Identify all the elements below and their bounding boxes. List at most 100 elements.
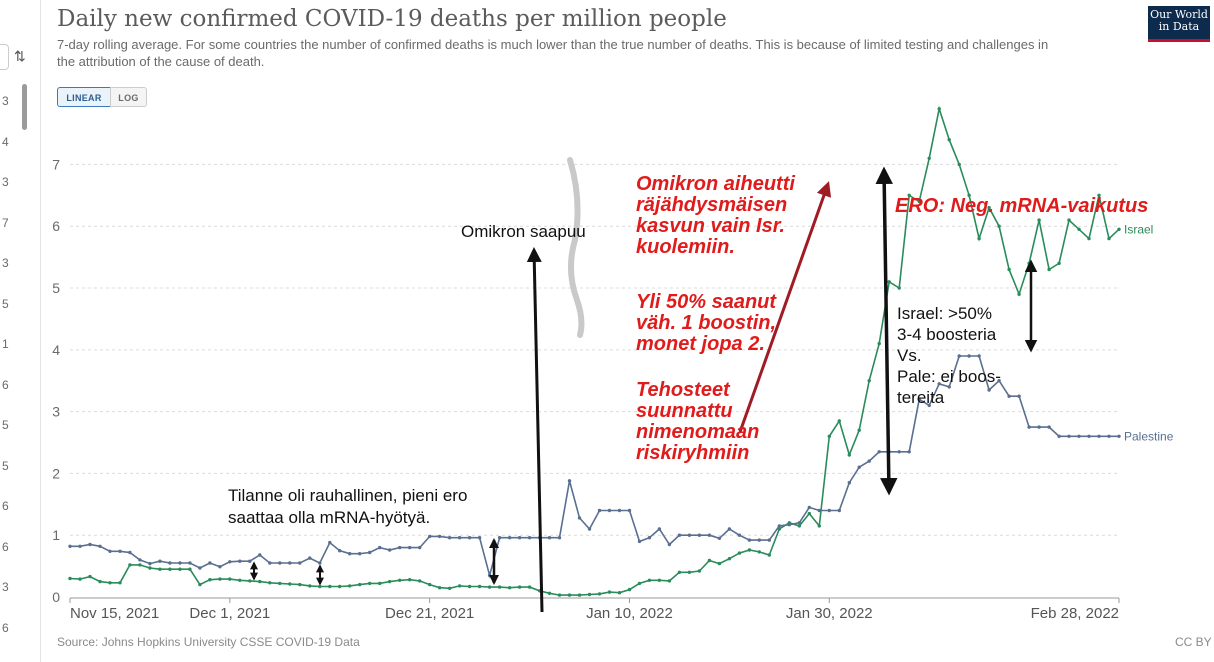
- data-point: [997, 379, 1001, 383]
- data-point: [707, 533, 712, 537]
- logo-line2: in Data: [1158, 20, 1200, 33]
- data-point: [1097, 434, 1101, 438]
- data-point: [727, 527, 732, 531]
- data-point: [477, 584, 482, 589]
- annotation-booster-share: Yli 50% saanut väh. 1 boostin, monet jop…: [636, 292, 776, 355]
- annotation-line: riskiryhmiin: [636, 442, 750, 464]
- data-point: [1067, 434, 1071, 438]
- x-tick-label: Nov 15, 2021: [70, 605, 159, 622]
- data-point: [727, 557, 732, 561]
- data-point: [388, 579, 392, 584]
- annotation-line: Omikron aiheutti: [636, 173, 795, 195]
- data-point: [198, 566, 202, 570]
- data-point: [1077, 434, 1081, 438]
- data-point: [937, 382, 941, 386]
- data-point: [907, 193, 911, 197]
- data-point: [627, 587, 632, 592]
- data-point: [747, 538, 752, 542]
- data-point: [577, 593, 582, 597]
- data-point: [348, 584, 352, 588]
- sidebar-value: 5: [2, 458, 9, 473]
- data-point: [1097, 193, 1101, 197]
- data-point: [248, 579, 252, 583]
- data-point: [1047, 425, 1051, 429]
- annotation-omikron-explosion: Omikron aiheutti räjähdysmäisen kasvun v…: [636, 174, 795, 258]
- data-point: [78, 577, 82, 581]
- data-point: [1107, 236, 1111, 241]
- data-point: [767, 553, 771, 557]
- owid-logo[interactable]: Our World in Data: [1148, 6, 1210, 42]
- data-point: [847, 453, 851, 457]
- data-point: [557, 536, 562, 540]
- data-point: [278, 581, 282, 586]
- sidebar-value: 5: [2, 296, 9, 311]
- sidebar-value: 6: [2, 620, 9, 635]
- sidebar-value: 5: [2, 418, 9, 432]
- data-point: [767, 538, 771, 542]
- data-point: [967, 193, 971, 197]
- sidebar-value: 4: [2, 134, 9, 149]
- data-point: [258, 553, 262, 557]
- annotation-line: nimenomaan: [636, 421, 760, 443]
- data-point: [228, 560, 232, 564]
- data-point: [667, 542, 672, 547]
- data-point: [1047, 267, 1051, 272]
- sidebar-value: 6: [2, 499, 9, 513]
- data-point: [957, 354, 961, 358]
- y-tick-label: 1: [52, 527, 60, 543]
- scrollbar-thumb[interactable]: [22, 84, 27, 130]
- data-point: [218, 577, 222, 581]
- sidebar-value: 3: [2, 580, 9, 594]
- data-point: [917, 199, 921, 204]
- data-point: [677, 570, 682, 574]
- data-point: [338, 549, 342, 553]
- annotation-boosters-targeted: Tehosteet suunnattu nimenomaan riskiryhm…: [636, 380, 759, 464]
- data-point: [1117, 227, 1121, 231]
- data-point: [368, 581, 372, 586]
- annotation-line: Tehosteet: [636, 379, 730, 401]
- data-point: [547, 536, 552, 540]
- data-point: [268, 581, 272, 585]
- data-point: [1007, 394, 1011, 398]
- data-point: [777, 524, 781, 528]
- data-point: [118, 581, 122, 585]
- annotation-line: saattaa olla mRNA-hyötyä.: [228, 508, 431, 527]
- data-point: [647, 536, 652, 540]
- arrow-difference: [875, 166, 898, 496]
- data-point: [148, 566, 152, 570]
- annotation-line: kuolemiin.: [636, 236, 735, 258]
- data-point: [687, 570, 692, 574]
- data-point: [737, 551, 742, 555]
- annotation-line: tereita: [897, 388, 945, 407]
- collapsed-input[interactable]: [0, 44, 9, 70]
- data-point: [1117, 434, 1121, 438]
- source-note[interactable]: Source: Johns Hopkins University CSSE CO…: [57, 635, 360, 649]
- sort-icon[interactable]: ⇅: [14, 48, 26, 64]
- data-point: [268, 561, 272, 565]
- data-point: [1017, 292, 1021, 296]
- annotation-line: räjähdysmäisen: [636, 194, 788, 216]
- data-point: [547, 591, 552, 595]
- data-point: [178, 567, 182, 571]
- data-point: [937, 107, 941, 111]
- data-point: [827, 434, 831, 438]
- annotation-line: Yli 50% saanut: [636, 291, 777, 313]
- data-point: [697, 569, 702, 573]
- log-scale-button[interactable]: LOG: [110, 87, 147, 107]
- sidebar-value: 6: [2, 539, 9, 554]
- data-point: [477, 536, 482, 540]
- data-point: [877, 450, 881, 454]
- data-point: [1087, 434, 1091, 438]
- data-point: [997, 224, 1001, 228]
- data-point: [627, 508, 632, 513]
- annotation-line: suunnattu: [636, 400, 733, 422]
- series-label: Palestine: [1124, 429, 1174, 443]
- x-tick-label: Jan 30, 2022: [786, 605, 873, 622]
- data-point: [258, 579, 262, 584]
- gray-smudge: [567, 157, 585, 338]
- data-point: [88, 542, 92, 547]
- data-point: [657, 527, 662, 531]
- data-point: [398, 545, 402, 550]
- data-point: [98, 544, 102, 548]
- license-label[interactable]: CC BY: [1175, 635, 1212, 649]
